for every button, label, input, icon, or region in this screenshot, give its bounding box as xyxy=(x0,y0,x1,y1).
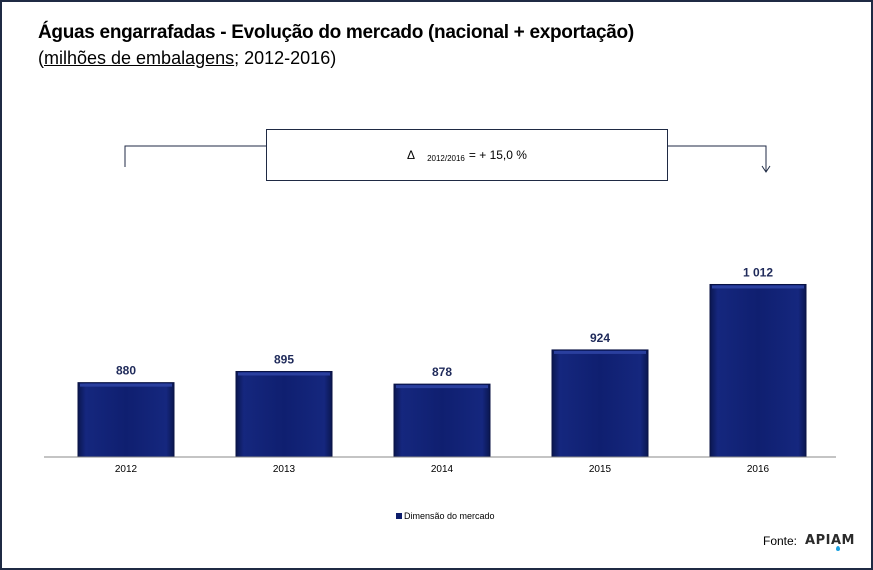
legend: Dimensão do mercado xyxy=(396,511,495,521)
bar-highlight-2013 xyxy=(238,372,330,376)
x-tick-label-2016: 2016 xyxy=(747,464,770,475)
data-label-2012: 880 xyxy=(116,364,136,378)
x-tick-label-2014: 2014 xyxy=(431,464,454,475)
bar-highlight-2015 xyxy=(554,350,646,354)
chart-subtitle: (milhões de embalagens; 2012-2016) xyxy=(38,48,336,69)
bar-2012 xyxy=(77,382,175,458)
x-tick-label-2012: 2012 xyxy=(115,464,138,475)
bar-highlight-2012 xyxy=(80,383,172,387)
delta-annotation-box: Δ 2012/2016 = + 15,0 % xyxy=(266,129,668,181)
data-label-2016: 1 012 xyxy=(743,265,773,279)
legend-swatch xyxy=(396,513,402,519)
subtitle-unit: milhões de embalagens xyxy=(44,48,235,68)
data-label-2013: 895 xyxy=(274,352,294,366)
delta-symbol: Δ xyxy=(407,148,416,162)
data-label-2014: 878 xyxy=(432,365,452,379)
bar-2016 xyxy=(709,283,807,458)
x-tick-label-2015: 2015 xyxy=(589,464,612,475)
x-tick-label-2013: 2013 xyxy=(273,464,296,475)
chart-title: Águas engarrafadas - Evolução do mercado… xyxy=(38,22,634,43)
bar-2014 xyxy=(393,383,491,458)
bar-highlight-2014 xyxy=(396,385,488,389)
subtitle-open: ( xyxy=(38,48,44,68)
logo-text: APIAM xyxy=(805,533,855,548)
source-credit: Fonte: APIAM xyxy=(763,533,855,551)
legend-label: Dimensão do mercado xyxy=(404,511,495,521)
source-label: Fonte: xyxy=(763,533,798,548)
delta-bracket xyxy=(124,145,771,173)
bar-2013 xyxy=(235,370,333,458)
apiam-logo: APIAM xyxy=(805,533,855,551)
subtitle-period: ; 2012-2016) xyxy=(234,48,337,68)
bar-2015 xyxy=(551,349,649,458)
delta-value: = + 15,0 % xyxy=(468,148,527,162)
water-drop-icon xyxy=(836,546,841,551)
bar-highlight-2016 xyxy=(712,285,804,289)
bars-group: 880 2012 895 2013 878 2014 924 2015 1 012 2016 xyxy=(77,265,807,475)
data-label-2015: 924 xyxy=(590,331,610,345)
delta-period: 2012/2016 xyxy=(427,153,465,163)
